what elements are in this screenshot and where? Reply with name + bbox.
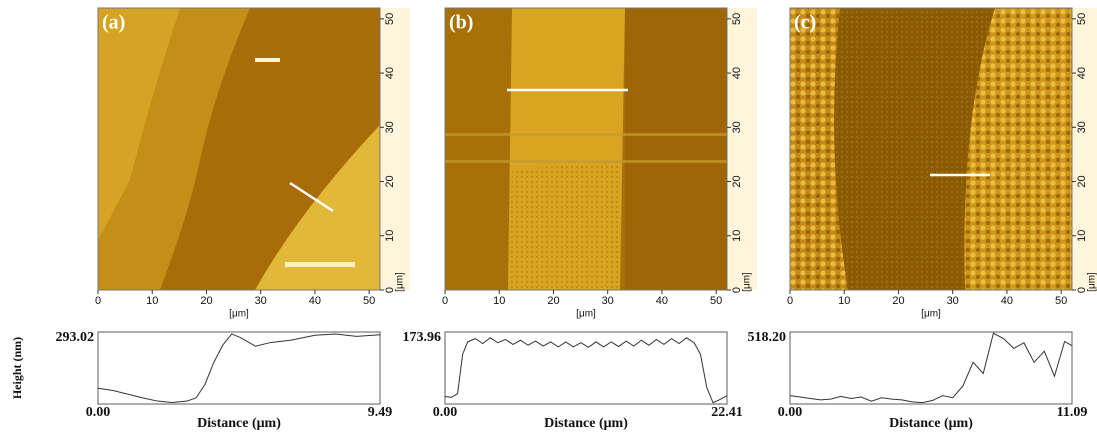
x-axis-label: Distance (μm) — [889, 416, 973, 431]
x-tick-label: 40 — [309, 295, 321, 307]
y-tick-label: 40 — [731, 67, 743, 79]
y-tick-label: 30 — [731, 121, 743, 133]
panel-label: (b) — [449, 12, 473, 34]
y-tick-label: 293.02 — [56, 330, 95, 345]
y-tick-label: 10 — [384, 230, 396, 242]
y-tick-label: 30 — [384, 121, 396, 133]
x-tick-label: 0 — [787, 295, 793, 307]
y-axis-label: [μm] — [1087, 272, 1097, 292]
y-tick-label: 50 — [384, 13, 396, 25]
x-tick-label: 0.00 — [778, 405, 803, 420]
profile-line — [789, 332, 1073, 404]
image-frame — [789, 7, 1073, 291]
x-tick-label: 10 — [838, 295, 850, 307]
y-tick-label: 518.20 — [748, 330, 787, 345]
x-tick-label: 22.41 — [711, 405, 743, 420]
y-tick-label: 30 — [1076, 121, 1088, 133]
y-tick-label: 50 — [731, 13, 743, 25]
x-tick-label: 40 — [1001, 295, 1013, 307]
plot-frame — [789, 331, 1073, 405]
y-tick-label: 10 — [1076, 230, 1088, 242]
x-tick-label: 20 — [200, 295, 212, 307]
x-tick-label: 30 — [947, 295, 959, 307]
x-axis-label: Distance (μm) — [544, 416, 628, 431]
x-tick-label: 10 — [146, 295, 158, 307]
y-axis-label: [μm] — [742, 272, 753, 292]
afm-image — [445, 8, 727, 290]
y-tick-label: 50 — [1076, 13, 1088, 25]
x-tick-label: 40 — [656, 295, 668, 307]
y-tick-label: 0 — [384, 287, 396, 293]
profile-line — [97, 333, 381, 404]
x-tick-label: 0.00 — [433, 405, 458, 420]
x-tick-label: 20 — [547, 295, 559, 307]
plot-frame — [444, 331, 728, 405]
y-axis-label: Height (nm) — [10, 337, 24, 399]
x-axis-label: Distance (μm) — [197, 416, 281, 431]
y-tick-label: 40 — [1076, 67, 1088, 79]
axis-strip — [380, 8, 410, 290]
x-tick-label: 50 — [710, 295, 722, 307]
profile-line — [444, 337, 728, 404]
y-tick-label: 20 — [731, 175, 743, 187]
afm-image — [98, 8, 380, 290]
x-tick-label: 30 — [602, 295, 614, 307]
x-tick-label: 11.09 — [1057, 405, 1088, 420]
y-tick-label: 0 — [731, 287, 743, 293]
y-tick-label: 20 — [384, 175, 396, 187]
x-tick-label: 30 — [255, 295, 267, 307]
axis-strip — [1072, 8, 1097, 290]
afm-image — [790, 8, 1072, 290]
image-frame — [97, 7, 381, 291]
image-frame — [444, 7, 728, 291]
y-tick-label: 173.96 — [403, 330, 442, 345]
plot-frame — [97, 331, 381, 405]
y-tick-label: 10 — [731, 230, 743, 242]
x-tick-label: 9.49 — [368, 405, 393, 420]
y-axis-label: [μm] — [395, 272, 406, 292]
x-tick-label: 0 — [95, 295, 101, 307]
x-tick-label: 0 — [442, 295, 448, 307]
x-tick-label: 0.00 — [86, 405, 111, 420]
y-tick-label: 0 — [1076, 287, 1088, 293]
panel-label: (a) — [102, 12, 125, 34]
x-tick-label: 10 — [493, 295, 505, 307]
x-axis-label: [μm] — [229, 309, 249, 320]
panel-label: (c) — [794, 12, 816, 34]
y-tick-label: 40 — [384, 67, 396, 79]
x-axis-label: [μm] — [921, 309, 941, 320]
axis-strip — [727, 8, 757, 290]
x-tick-label: 50 — [363, 295, 375, 307]
x-tick-label: 50 — [1055, 295, 1067, 307]
x-axis-label: [μm] — [576, 309, 596, 320]
y-tick-label: 20 — [1076, 175, 1088, 187]
x-tick-label: 20 — [892, 295, 904, 307]
